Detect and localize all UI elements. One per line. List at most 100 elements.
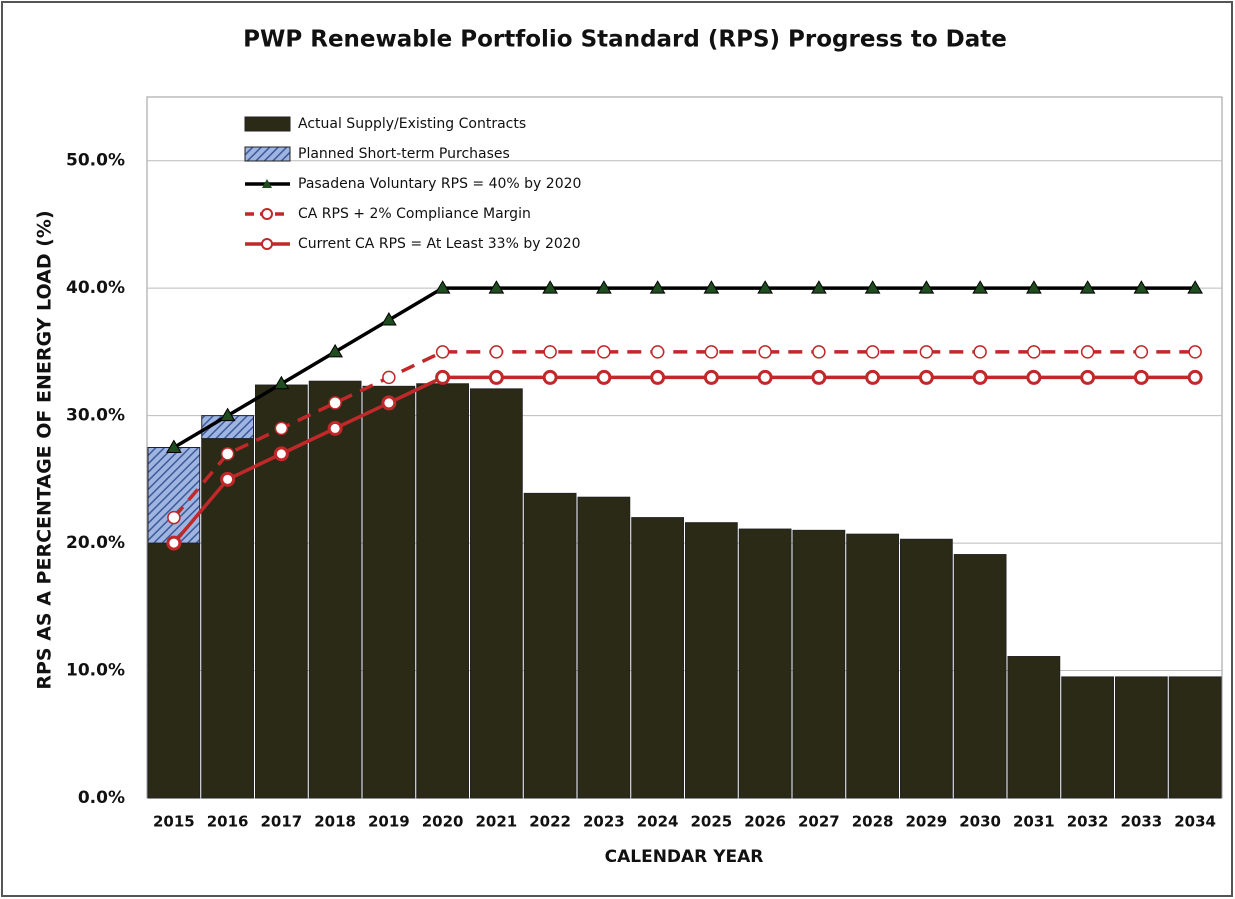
marker <box>488 280 505 294</box>
marker <box>488 369 504 385</box>
legend-swatch <box>244 146 291 162</box>
chart-title: PWP Renewable Portfolio Standard (RPS) P… <box>243 27 1007 53</box>
plot-area <box>146 96 1223 799</box>
marker <box>864 280 881 294</box>
x-tick-label: 2030 <box>959 813 1001 831</box>
marker <box>1080 345 1095 359</box>
x-tick-label: 2031 <box>1013 813 1055 831</box>
x-tick-label: 2020 <box>422 813 464 831</box>
bar <box>792 529 846 799</box>
marker <box>219 407 236 422</box>
marker <box>273 375 290 390</box>
marker <box>1080 369 1096 385</box>
marker <box>758 345 772 359</box>
bar <box>362 385 416 799</box>
x-tick-label: 2029 <box>906 813 948 831</box>
x-tick-label: 2022 <box>529 813 571 831</box>
x-tick-label: 2034 <box>1174 813 1216 831</box>
x-tick-label: 2026 <box>744 813 786 831</box>
marker <box>811 280 827 294</box>
bar <box>577 496 631 799</box>
marker <box>274 421 289 436</box>
y-tick-label: 10.0% <box>66 661 125 681</box>
marker <box>382 370 396 385</box>
marker <box>865 345 880 359</box>
y-tick-label: 40.0% <box>66 278 125 298</box>
marker <box>1134 345 1149 359</box>
bar <box>147 542 201 799</box>
marker <box>596 280 612 294</box>
x-tick-label: 2017 <box>261 813 303 831</box>
marker <box>381 395 397 411</box>
marker <box>597 345 611 359</box>
marker <box>703 280 720 294</box>
marker <box>1079 280 1096 294</box>
marker <box>167 510 181 525</box>
x-tick-label: 2032 <box>1067 813 1109 831</box>
y-tick-label: 30.0% <box>66 406 125 426</box>
bar <box>308 380 362 799</box>
marker <box>435 369 451 385</box>
marker <box>273 446 289 462</box>
marker <box>972 280 988 294</box>
x-tick-label: 2033 <box>1121 813 1163 831</box>
bar <box>685 522 738 799</box>
bar <box>1168 676 1222 799</box>
bar <box>1061 676 1114 799</box>
y-axis-label: RPS AS A PERCENTAGE OF ENERGY LOAD (%) <box>34 210 56 689</box>
marker <box>1026 369 1042 385</box>
marker <box>757 369 773 385</box>
marker <box>327 420 343 436</box>
marker <box>1026 280 1042 294</box>
marker <box>381 312 397 326</box>
marker <box>327 343 343 358</box>
y-tick-label: 20.0% <box>66 533 125 553</box>
marker <box>1188 345 1202 359</box>
marker <box>220 471 236 487</box>
x-tick-label: 2015 <box>153 813 195 831</box>
marker <box>650 345 665 359</box>
bar <box>523 492 577 799</box>
bar <box>953 554 1007 799</box>
line <box>172 286 1196 450</box>
marker <box>704 345 719 359</box>
x-tick-label: 2025 <box>691 813 733 831</box>
x-tick-label: 2024 <box>637 813 679 831</box>
marker <box>1187 369 1203 385</box>
bar <box>201 438 254 799</box>
line <box>172 350 1196 519</box>
marker <box>865 369 881 385</box>
marker <box>918 369 934 385</box>
bar <box>1115 676 1168 799</box>
y-tick-label: 50.0% <box>66 151 125 171</box>
marker <box>489 345 504 359</box>
legend-marker <box>261 238 273 250</box>
marker <box>812 345 826 359</box>
bar <box>900 538 953 799</box>
marker <box>649 280 666 294</box>
x-tick-label: 2028 <box>852 813 894 831</box>
marker <box>434 280 451 294</box>
legend-label: Planned Short-term Purchases <box>298 146 510 162</box>
bar <box>1007 656 1061 799</box>
x-tick-label: 2018 <box>314 813 356 831</box>
bar <box>416 383 469 799</box>
marker <box>166 535 182 551</box>
marker <box>166 439 182 453</box>
legend-swatch <box>244 116 291 132</box>
marker <box>543 345 557 359</box>
marker <box>1027 345 1041 359</box>
x-axis-label: CALENDAR YEAR <box>605 847 764 867</box>
marker <box>542 369 558 385</box>
marker <box>972 369 988 385</box>
legend-marker <box>262 179 272 188</box>
legend-marker <box>261 208 273 220</box>
bar <box>470 388 523 799</box>
marker <box>811 369 827 385</box>
legend-label: Actual Supply/Existing Contracts <box>298 116 526 132</box>
x-tick-label: 2027 <box>798 813 840 831</box>
marker <box>973 345 987 359</box>
x-tick-label: 2023 <box>583 813 625 831</box>
